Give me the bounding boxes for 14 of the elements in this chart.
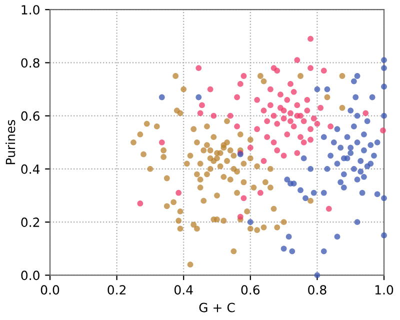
x-tick-label: 0.8 bbox=[308, 285, 326, 295]
x-tick-label: 1.0 bbox=[375, 285, 394, 295]
y-tick-label: 1.0 bbox=[22, 5, 40, 15]
x-tick-label: 0.0 bbox=[40, 285, 60, 295]
x-tick-label: 0.6 bbox=[241, 285, 260, 295]
y-tick-label: 0.4 bbox=[21, 164, 40, 174]
y-tick-label: 0.6 bbox=[21, 111, 40, 121]
y-tick-label: 0.8 bbox=[21, 58, 40, 68]
y-tick-label: 0.2 bbox=[21, 218, 40, 228]
x-axis-title: G + C bbox=[199, 302, 235, 312]
x-tick-label: 0.4 bbox=[174, 285, 193, 295]
y-axis-title: Purines bbox=[6, 120, 16, 164]
x-tick-label: 0.2 bbox=[108, 285, 126, 295]
y-tick-label: 0.0 bbox=[21, 270, 40, 280]
